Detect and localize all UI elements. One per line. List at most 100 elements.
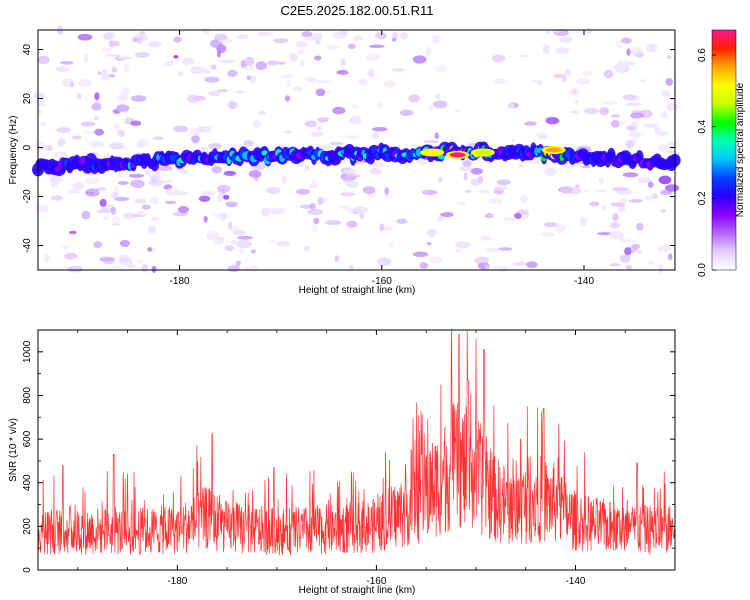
noise-blob	[666, 55, 672, 60]
noise-blob	[582, 70, 593, 77]
noise-blob	[425, 46, 432, 56]
noise-blob	[96, 187, 107, 191]
noise-blob	[431, 34, 442, 44]
spectrogram-y-label: Frequency (Hz)	[8, 116, 19, 185]
noise-blob	[311, 223, 319, 233]
noise-blob	[653, 126, 661, 132]
noise-blob	[280, 74, 294, 79]
noise-blob	[479, 189, 490, 194]
noise-blob	[345, 180, 359, 189]
y-tick-label: 0	[22, 567, 33, 573]
noise-blob	[579, 217, 588, 226]
noise-blob	[630, 46, 643, 55]
noise-blob	[249, 75, 257, 84]
noise-blob	[246, 75, 251, 81]
noise-blob	[129, 173, 145, 178]
peak-core	[474, 149, 491, 155]
noise-blob	[276, 240, 290, 247]
peak-core	[545, 147, 562, 153]
noise-blob	[635, 223, 644, 231]
y-tick-label: 400	[22, 474, 33, 491]
noise-blob	[365, 53, 381, 61]
noise-blob	[631, 243, 641, 250]
noise-blob	[117, 129, 125, 137]
noise-blob	[286, 79, 292, 87]
noise-blob	[339, 30, 349, 35]
noise-blob	[299, 60, 305, 67]
noise-blob	[226, 103, 232, 107]
noise-blob	[560, 185, 573, 194]
noise-blob	[115, 104, 130, 112]
x-tick-label: -160	[372, 276, 392, 287]
noise-blob	[50, 195, 64, 201]
noise-blob	[524, 121, 537, 126]
noise-blob	[666, 102, 679, 111]
noise-blob	[494, 78, 508, 85]
noise-blob	[574, 99, 579, 104]
noise-blob	[491, 54, 506, 63]
noise-blob	[432, 100, 448, 109]
noise-blob	[83, 177, 100, 185]
noise-blob	[575, 184, 580, 189]
noise-blob	[112, 222, 122, 227]
noise-blob	[621, 37, 632, 44]
noise-blob	[619, 197, 628, 204]
noise-blob	[343, 168, 358, 175]
noise-blob	[660, 190, 673, 195]
noise-blob	[81, 210, 91, 220]
noise-blob	[470, 178, 480, 186]
noise-blob	[96, 209, 110, 214]
noise-blob	[201, 27, 210, 35]
noise-blob	[667, 253, 673, 261]
noise-blob	[85, 130, 96, 135]
noise-blob	[99, 256, 115, 262]
noise-blob	[118, 258, 134, 266]
noise-blob	[56, 127, 72, 134]
snr-series-line	[37, 329, 676, 556]
noise-blob	[99, 198, 107, 207]
noise-blob	[72, 181, 85, 190]
noise-blob	[616, 40, 623, 49]
noise-blob	[570, 109, 580, 115]
noise-blob	[359, 211, 364, 220]
noise-blob	[83, 54, 89, 63]
noise-blob	[152, 136, 165, 141]
noise-blob	[353, 206, 368, 214]
noise-blob	[636, 249, 643, 255]
snr-x-label: Height of straight line (km)	[299, 585, 416, 596]
snr-panel: -180 -160 -140 0 200 400 600 800 1000 Height of…	[8, 329, 676, 596]
noise-blob	[43, 254, 51, 263]
noise-blob	[585, 28, 593, 34]
noise-blob	[235, 90, 245, 94]
noise-blob	[218, 59, 235, 64]
noise-blob	[612, 213, 619, 222]
noise-blob	[265, 187, 281, 194]
noise-blob	[147, 225, 157, 234]
noise-blob	[464, 189, 472, 194]
noise-blob	[315, 88, 326, 97]
colorbar-label: Normalized spectral amplitude	[735, 82, 746, 217]
noise-blob	[178, 206, 189, 214]
noise-blob	[250, 249, 256, 254]
noise-blob	[157, 165, 173, 172]
noise-blob	[369, 44, 385, 49]
noise-blob	[640, 79, 646, 83]
noise-blob	[210, 64, 217, 70]
noise-blob	[659, 111, 669, 118]
noise-blob	[316, 125, 322, 131]
snr-y-label: SNR (10 * v/v)	[8, 418, 19, 482]
noise-blob	[255, 61, 267, 71]
noise-blob	[109, 142, 125, 150]
noise-blob	[35, 204, 49, 213]
spectrogram-x-label: Height of straight line (km)	[299, 285, 416, 296]
noise-blob	[130, 120, 142, 126]
noise-blob	[208, 90, 221, 97]
noise-blob	[281, 175, 288, 184]
noise-blob	[136, 36, 143, 44]
noise-blob	[658, 175, 672, 185]
figure-title: C2E5.2025.182.00.51.R11	[281, 3, 434, 18]
x-tick-label: -160	[366, 576, 386, 587]
noise-blob	[305, 77, 317, 83]
noise-blob	[502, 216, 517, 222]
